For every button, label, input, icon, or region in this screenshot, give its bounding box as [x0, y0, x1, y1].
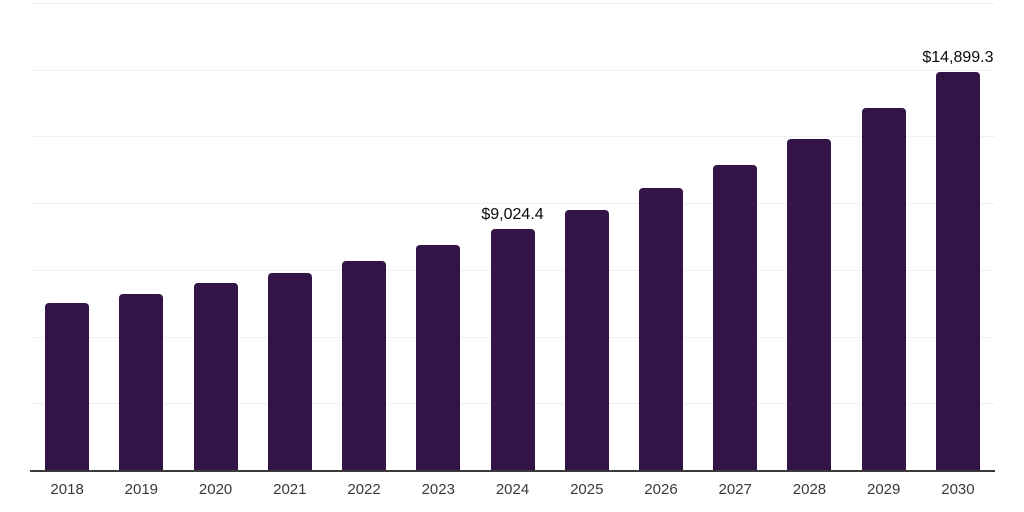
bar-2028 [787, 139, 832, 470]
x-tick-2025: 2025 [570, 481, 604, 498]
bar-2029 [861, 108, 906, 470]
bar-slot-2023 [401, 3, 475, 470]
bar-slot-2026 [624, 3, 698, 470]
bar-slot-2024: $9,024.4 [475, 3, 549, 470]
bar-2023 [416, 244, 461, 470]
gridline-12500 [30, 136, 995, 138]
bar-slot-2021 [253, 3, 327, 470]
data-label-2024: $9,024.4 [481, 206, 544, 224]
x-tick-2021: 2021 [273, 481, 307, 498]
x-axis-labels: 2018 2019 2020 2021 2022 2023 2024 2025 2026 2027… [30, 480, 995, 500]
bar-2021 [267, 273, 312, 470]
plot-area: $9,024.4 $14,899.3 [30, 3, 995, 472]
x-tick-2026: 2026 [644, 481, 678, 498]
x-tick-2020: 2020 [198, 481, 233, 498]
bar-2018 [45, 303, 90, 470]
x-tick-2027: 2027 [718, 481, 752, 498]
bar-2024 [490, 229, 535, 470]
bar-2025 [564, 210, 609, 470]
bar-2026 [638, 188, 683, 470]
bar-2020 [193, 283, 238, 470]
bar-2030 [935, 72, 980, 470]
bar-slot-2028 [772, 3, 846, 470]
gridline-15000 [30, 69, 995, 71]
bars-row: $9,024.4 $14,899.3 [30, 3, 995, 470]
bar-slot-2022 [327, 3, 401, 470]
bar-2019 [119, 293, 164, 470]
x-tick-2024: 2024 [495, 481, 530, 498]
data-label-2030: $14,899.3 [922, 49, 994, 67]
bar-2022 [342, 261, 387, 470]
bar-2027 [713, 164, 758, 470]
x-tick-2023: 2023 [421, 481, 455, 498]
x-tick-2018: 2018 [50, 481, 84, 498]
bar-slot-2020 [178, 3, 252, 470]
bar-slot-2027 [698, 3, 772, 470]
bar-slot-2029 [847, 3, 921, 470]
x-tick-2022: 2022 [347, 481, 381, 498]
gridline-17500 [30, 3, 995, 4]
x-tick-2028: 2028 [792, 481, 827, 498]
x-tick-2019: 2019 [124, 481, 159, 498]
bar-slot-2030: $14,899.3 [921, 3, 995, 470]
gridline-10000 [30, 203, 995, 205]
x-tick-2029: 2029 [867, 481, 901, 498]
x-tick-2030: 2030 [941, 481, 975, 498]
bar-slot-2019 [104, 3, 178, 470]
bar-slot-2025 [550, 3, 624, 470]
bar-slot-2018 [30, 3, 104, 470]
